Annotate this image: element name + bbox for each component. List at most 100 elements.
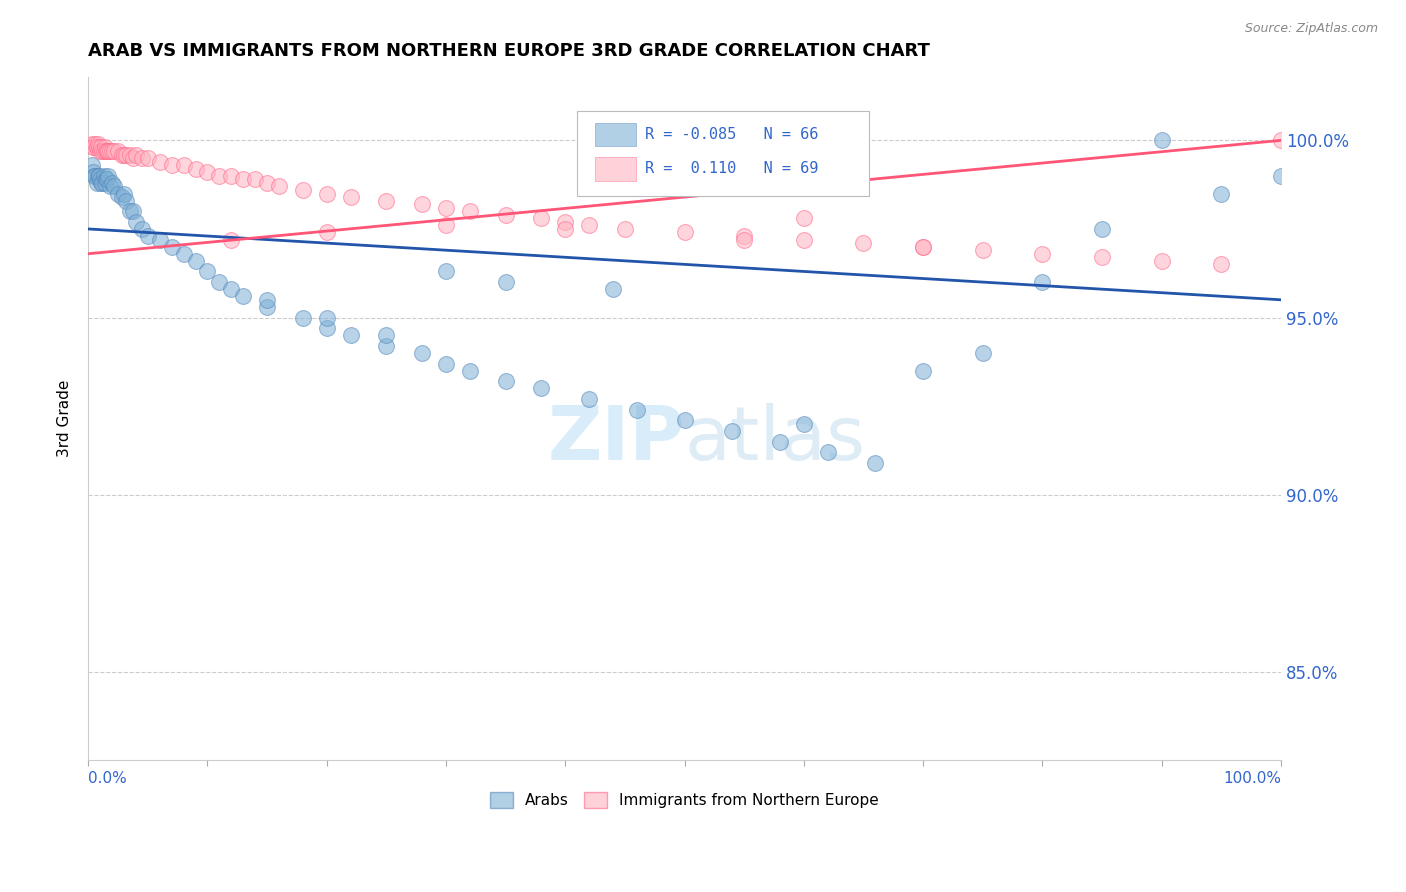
Point (94, 176, 117, 190)
Point (149, 154, 172, 169)
Point (458, 364, 481, 378)
Point (769, 434, 792, 449)
Point (434, 219, 457, 233)
Point (103, 179, 125, 194)
Point (733, 233, 755, 247)
Point (118, 204, 141, 219)
Point (184, 161, 207, 176)
Point (94, 140, 117, 154)
Point (339, 328, 361, 343)
Y-axis label: 3rd Grade: 3rd Grade (58, 380, 72, 458)
Point (852, 236, 875, 251)
Point (89, 144, 111, 158)
Point (103, 144, 125, 158)
Point (173, 246, 195, 260)
Point (673, 413, 696, 427)
Point (112, 147, 135, 161)
Point (97, 169, 120, 183)
Point (1211, 257, 1233, 271)
Point (149, 233, 172, 247)
Text: R =  0.110   N = 69: R = 0.110 N = 69 (645, 161, 818, 177)
Point (94, 172, 117, 186)
Point (118, 147, 141, 161)
Point (530, 381, 553, 395)
Point (1150, 133, 1173, 147)
Point (1270, 169, 1292, 183)
Point (93, 144, 115, 158)
Point (375, 328, 398, 343)
FancyBboxPatch shape (578, 111, 869, 196)
Point (208, 275, 231, 289)
Point (315, 186, 337, 201)
Point (208, 169, 231, 183)
Point (793, 233, 815, 247)
Point (82, 140, 104, 154)
Point (91, 144, 114, 158)
Point (98, 144, 121, 158)
Point (339, 190, 361, 204)
Point (160, 158, 183, 172)
Point (817, 445, 839, 459)
Point (94, 144, 117, 158)
Point (86, 140, 108, 154)
Point (90, 140, 112, 154)
Point (1091, 222, 1114, 236)
Point (1270, 133, 1292, 147)
Point (793, 211, 815, 226)
Point (912, 240, 935, 254)
Point (80, 136, 103, 151)
Point (458, 204, 481, 219)
Point (160, 240, 183, 254)
Point (232, 289, 254, 303)
Text: ARAB VS IMMIGRANTS FROM NORTHERN EUROPE 3RD GRADE CORRELATION CHART: ARAB VS IMMIGRANTS FROM NORTHERN EUROPE … (89, 42, 929, 60)
Point (626, 402, 648, 417)
Point (256, 300, 278, 314)
Text: 100.0%: 100.0% (1223, 771, 1281, 786)
Point (93, 169, 115, 183)
Point (87, 169, 110, 183)
Text: ZIP: ZIP (547, 402, 685, 475)
Point (315, 310, 337, 325)
Point (411, 197, 433, 211)
Point (554, 222, 576, 236)
Point (97, 144, 120, 158)
Point (82, 165, 104, 179)
Point (578, 219, 600, 233)
Point (375, 339, 398, 353)
Point (86, 176, 108, 190)
Point (733, 229, 755, 244)
Text: 0.0%: 0.0% (89, 771, 127, 786)
Point (912, 240, 935, 254)
Point (125, 147, 148, 161)
Point (1031, 275, 1053, 289)
Point (83, 140, 105, 154)
Point (495, 374, 517, 388)
Point (578, 392, 600, 406)
Point (91, 176, 114, 190)
Point (291, 310, 314, 325)
Point (84, 169, 107, 183)
Point (434, 357, 457, 371)
Point (197, 264, 219, 278)
Point (136, 229, 159, 244)
Point (87, 140, 110, 154)
Point (793, 417, 815, 431)
Point (197, 165, 219, 179)
Text: Source: ZipAtlas.com: Source: ZipAtlas.com (1244, 22, 1378, 36)
Point (86, 169, 108, 183)
Point (375, 194, 398, 208)
Point (107, 144, 129, 158)
Point (267, 179, 290, 194)
Point (84, 136, 107, 151)
Point (115, 194, 138, 208)
Point (434, 201, 457, 215)
Point (602, 282, 624, 296)
Point (673, 176, 696, 190)
Point (221, 282, 243, 296)
Point (243, 172, 266, 186)
Point (1091, 250, 1114, 264)
Text: atlas: atlas (685, 402, 866, 475)
Point (256, 293, 278, 307)
Point (495, 208, 517, 222)
Point (912, 364, 935, 378)
